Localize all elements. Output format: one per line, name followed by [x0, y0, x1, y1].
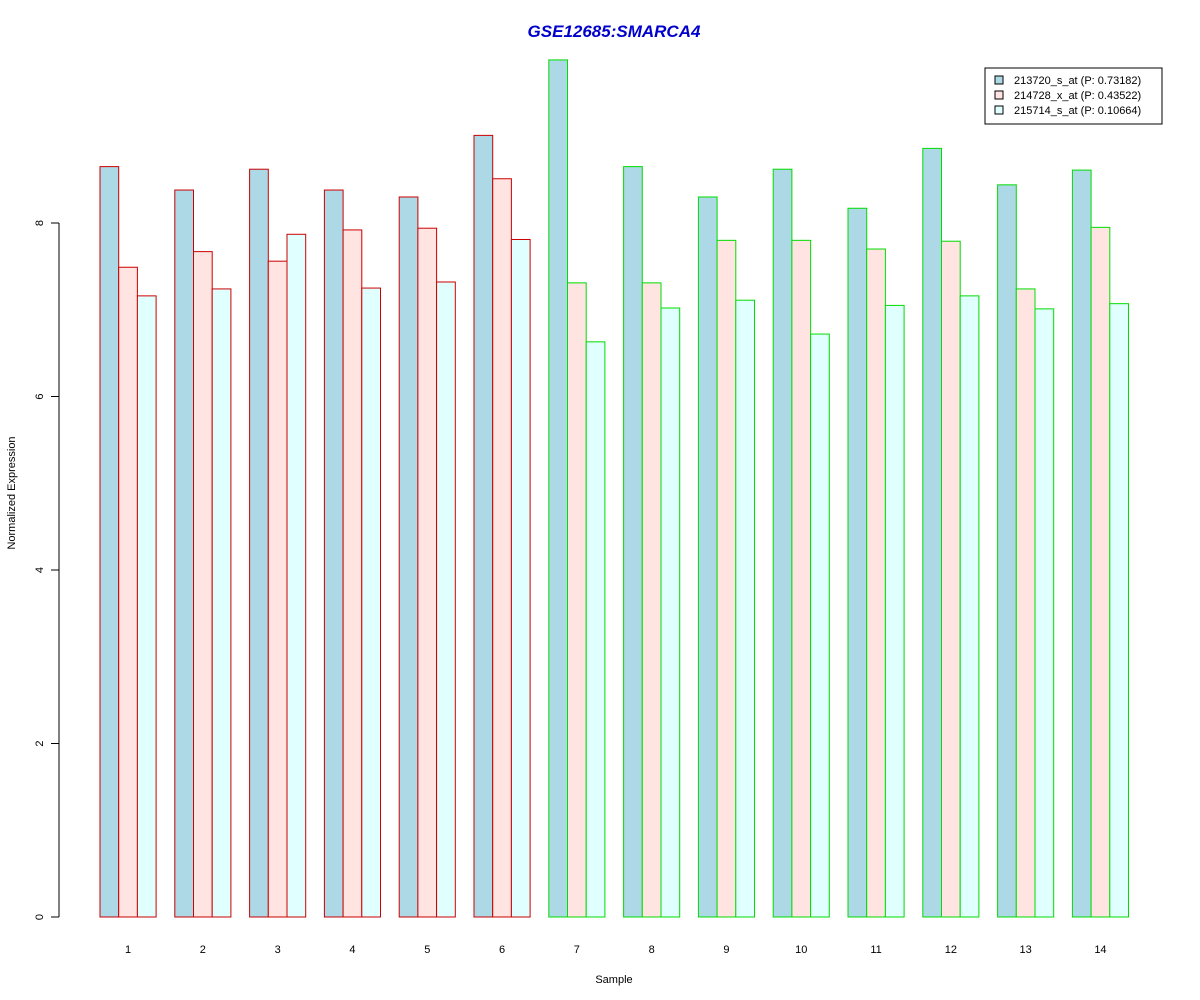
bar [623, 166, 643, 918]
bar [697, 196, 718, 918]
bar [1071, 169, 1092, 918]
bar [136, 295, 157, 918]
x-tick-label: 10 [795, 944, 807, 956]
y-tick-label: 6 [34, 393, 46, 399]
bar [342, 229, 363, 918]
bar [735, 299, 755, 918]
y-axis: 0 2 4 6 8 [34, 220, 60, 920]
legend-entry: 215714_s_at (P: 0.10664) [1014, 105, 1141, 117]
y-tick-label: 2 [34, 740, 46, 746]
legend-swatch [994, 75, 1004, 85]
x-tick-label: 9 [723, 944, 729, 956]
x-tick-label: 2 [200, 944, 206, 956]
bar [567, 282, 587, 918]
bar [1090, 226, 1111, 918]
legend-swatch [994, 90, 1004, 100]
x-tick-label: 3 [275, 944, 281, 956]
bar [492, 178, 512, 918]
bar [1015, 288, 1036, 918]
bar [1034, 308, 1055, 918]
bar [997, 184, 1017, 918]
bar [323, 189, 344, 918]
x-tick-label: 1 [125, 944, 131, 956]
bar [174, 189, 195, 918]
bar [361, 287, 381, 918]
x-axis: 1 2 3 4 5 6 7 8 9 10 11 12 13 14 [125, 944, 1107, 956]
bar [959, 295, 980, 918]
bar [847, 207, 868, 918]
bar [941, 240, 961, 918]
x-tick-label: 14 [1094, 944, 1106, 956]
bar [510, 238, 531, 918]
bar [660, 307, 681, 918]
bars [99, 59, 1130, 918]
bar [473, 134, 494, 918]
x-tick-label: 8 [649, 944, 655, 956]
bar [884, 304, 905, 918]
legend-box [984, 67, 1163, 125]
bar [585, 341, 606, 918]
x-tick-label: 7 [574, 944, 580, 956]
bar [716, 239, 737, 918]
x-axis-label: Sample [595, 974, 632, 986]
bar [436, 281, 456, 918]
y-axis-label: Normalized Expression [6, 436, 18, 549]
bar [810, 333, 830, 918]
y-tick-label: 0 [34, 914, 46, 920]
bar [99, 166, 120, 918]
bar [791, 239, 812, 918]
bar [922, 147, 942, 918]
x-tick-label: 5 [424, 944, 430, 956]
bar [866, 248, 886, 918]
legend: 213720_s_at (P: 0.73182) 214728_x_at (P: … [984, 67, 1163, 125]
y-tick-label: 4 [34, 567, 46, 573]
bar [211, 288, 232, 918]
x-tick-label: 12 [945, 944, 957, 956]
y-tick-label: 8 [34, 220, 46, 226]
bar [267, 260, 288, 918]
bar [641, 282, 662, 918]
legend-entry: 213720_s_at (P: 0.73182) [1014, 75, 1141, 87]
legend-entry: 214728_x_at (P: 0.43522) [1014, 90, 1141, 102]
bar [1109, 303, 1130, 918]
bar [193, 251, 213, 918]
bar [249, 168, 269, 918]
legend-swatch [994, 105, 1004, 115]
bar [417, 227, 438, 918]
x-tick-label: 6 [499, 944, 505, 956]
x-tick-label: 11 [870, 944, 881, 956]
chart-title: GSE12685:SMARCA4 [528, 22, 701, 41]
bar [772, 168, 793, 918]
x-tick-label: 4 [349, 944, 355, 956]
bar [398, 196, 419, 918]
bar [286, 233, 307, 918]
bar [548, 59, 568, 918]
x-tick-label: 13 [1020, 944, 1032, 956]
bar [118, 266, 138, 918]
